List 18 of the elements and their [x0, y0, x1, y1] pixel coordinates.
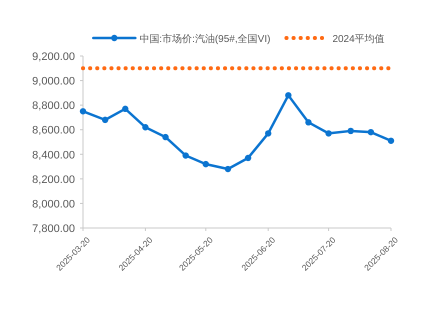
point — [305, 119, 312, 126]
point — [388, 138, 394, 144]
legend-label: 中国:市场价:汽油(95#,全国VI) — [139, 33, 270, 45]
point — [142, 124, 149, 130]
point — [325, 130, 332, 137]
point — [244, 154, 252, 162]
point — [224, 166, 232, 172]
point — [162, 134, 169, 140]
point — [285, 92, 292, 99]
point — [182, 152, 189, 159]
point — [368, 128, 374, 136]
point — [102, 116, 108, 124]
point — [265, 130, 272, 137]
point — [202, 160, 209, 168]
point — [348, 128, 354, 134]
point — [122, 106, 128, 112]
legend-label: 2024平均值 — [332, 33, 385, 45]
point — [80, 108, 86, 114]
